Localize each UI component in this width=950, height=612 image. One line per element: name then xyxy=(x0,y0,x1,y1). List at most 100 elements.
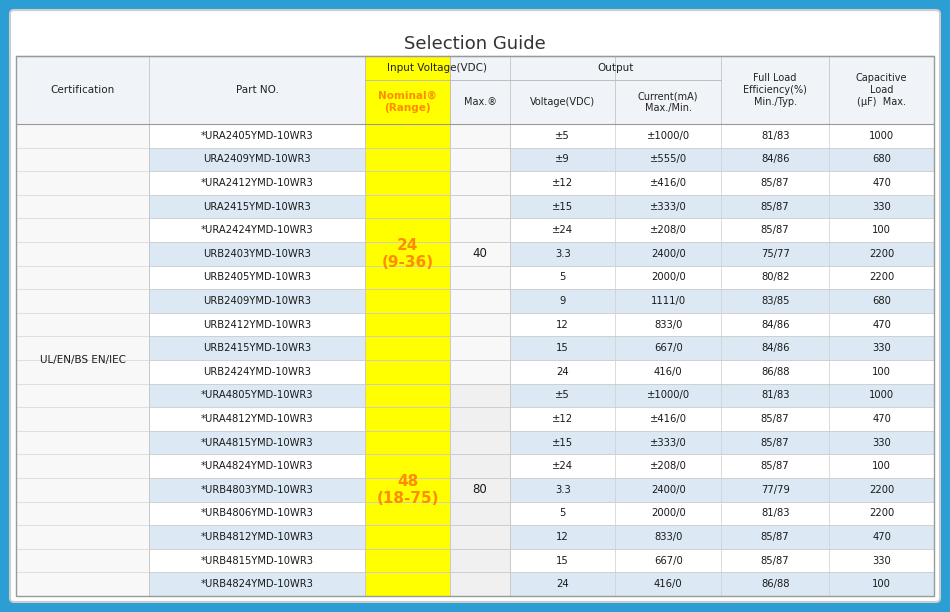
Text: URB2424YMD-10WR3: URB2424YMD-10WR3 xyxy=(203,367,311,377)
Text: 83/85: 83/85 xyxy=(761,296,789,306)
Text: *URA2412YMD-10WR3: *URA2412YMD-10WR3 xyxy=(200,178,314,188)
Bar xyxy=(450,384,510,407)
Bar xyxy=(149,572,365,596)
Bar xyxy=(450,289,510,313)
Bar xyxy=(829,431,934,454)
Bar xyxy=(450,549,510,572)
Bar xyxy=(829,549,934,572)
Bar xyxy=(721,218,829,242)
Bar xyxy=(450,525,510,549)
Text: 5: 5 xyxy=(560,509,566,518)
Bar xyxy=(829,384,934,407)
Text: ±333/0: ±333/0 xyxy=(650,201,687,212)
Bar xyxy=(616,337,721,360)
Bar xyxy=(721,454,829,478)
Bar xyxy=(510,195,616,218)
Bar xyxy=(365,242,450,266)
Bar xyxy=(721,289,829,313)
Text: ±5: ±5 xyxy=(556,390,570,400)
Bar xyxy=(829,147,934,171)
Bar xyxy=(829,478,934,502)
Text: Nominal®
(Range): Nominal® (Range) xyxy=(378,91,437,113)
Text: Full Load
Efficiency(%)
Min./Typ.: Full Load Efficiency(%) Min./Typ. xyxy=(743,73,807,106)
Text: 81/83: 81/83 xyxy=(761,509,789,518)
Bar xyxy=(365,124,450,384)
Bar xyxy=(149,195,365,218)
Bar xyxy=(365,384,450,407)
Bar xyxy=(510,171,616,195)
Text: 2400/0: 2400/0 xyxy=(651,249,686,259)
Bar xyxy=(450,454,510,478)
Bar xyxy=(450,242,510,266)
Text: URB2409YMD-10WR3: URB2409YMD-10WR3 xyxy=(203,296,311,306)
Bar xyxy=(829,572,934,596)
Bar xyxy=(616,195,721,218)
Text: Output: Output xyxy=(598,63,634,73)
Text: 667/0: 667/0 xyxy=(654,343,683,353)
Bar xyxy=(829,502,934,525)
Text: ±15: ±15 xyxy=(552,438,573,447)
Bar xyxy=(450,124,510,147)
Text: 330: 330 xyxy=(872,556,891,565)
Text: 81/83: 81/83 xyxy=(761,131,789,141)
Text: *URB4803YMD-10WR3: *URB4803YMD-10WR3 xyxy=(200,485,314,494)
Bar xyxy=(510,549,616,572)
Text: Capacitive
Load
(μF)  Max.: Capacitive Load (μF) Max. xyxy=(856,73,907,106)
Text: Certification: Certification xyxy=(50,85,115,95)
Bar xyxy=(16,56,934,596)
Text: 833/0: 833/0 xyxy=(654,319,682,330)
Bar xyxy=(721,478,829,502)
Bar xyxy=(16,454,149,478)
Text: 680: 680 xyxy=(872,296,891,306)
Text: URB2405YMD-10WR3: URB2405YMD-10WR3 xyxy=(203,272,311,282)
Text: 2200: 2200 xyxy=(869,509,894,518)
Text: 81/83: 81/83 xyxy=(761,390,789,400)
Text: ±5: ±5 xyxy=(556,131,570,141)
Bar xyxy=(829,218,934,242)
Text: 330: 330 xyxy=(872,438,891,447)
Bar xyxy=(616,289,721,313)
Bar xyxy=(16,56,934,124)
Bar xyxy=(616,549,721,572)
Bar xyxy=(450,360,510,384)
Bar xyxy=(721,384,829,407)
Bar xyxy=(721,572,829,596)
Bar xyxy=(16,572,149,596)
Text: ±24: ±24 xyxy=(552,225,573,235)
Bar xyxy=(16,171,149,195)
Text: ±9: ±9 xyxy=(556,154,570,165)
Bar xyxy=(510,124,616,147)
Text: 9: 9 xyxy=(560,296,566,306)
Bar xyxy=(450,124,510,384)
Text: 2000/0: 2000/0 xyxy=(651,272,686,282)
Bar xyxy=(616,572,721,596)
Text: 2200: 2200 xyxy=(869,272,894,282)
Bar xyxy=(510,242,616,266)
Text: 470: 470 xyxy=(872,319,891,330)
Text: 5: 5 xyxy=(560,272,566,282)
Text: URA2409YMD-10WR3: URA2409YMD-10WR3 xyxy=(203,154,311,165)
Text: 85/87: 85/87 xyxy=(761,461,789,471)
Bar xyxy=(510,218,616,242)
Text: 3.3: 3.3 xyxy=(555,485,571,494)
Bar xyxy=(450,502,510,525)
Bar xyxy=(450,218,510,242)
Bar xyxy=(16,195,149,218)
Bar xyxy=(829,337,934,360)
Bar xyxy=(616,242,721,266)
Bar xyxy=(510,313,616,337)
Bar xyxy=(450,171,510,195)
Bar xyxy=(721,337,829,360)
Text: 48
(18-75): 48 (18-75) xyxy=(376,474,439,506)
Text: 85/87: 85/87 xyxy=(761,532,789,542)
Text: Voltage(VDC): Voltage(VDC) xyxy=(530,97,596,107)
Text: 100: 100 xyxy=(872,367,891,377)
Bar xyxy=(365,384,450,596)
Text: ±333/0: ±333/0 xyxy=(650,438,687,447)
Bar xyxy=(616,407,721,431)
Text: ±208/0: ±208/0 xyxy=(650,225,687,235)
Bar xyxy=(616,171,721,195)
Bar xyxy=(365,572,450,596)
Text: 330: 330 xyxy=(872,343,891,353)
Bar xyxy=(149,549,365,572)
